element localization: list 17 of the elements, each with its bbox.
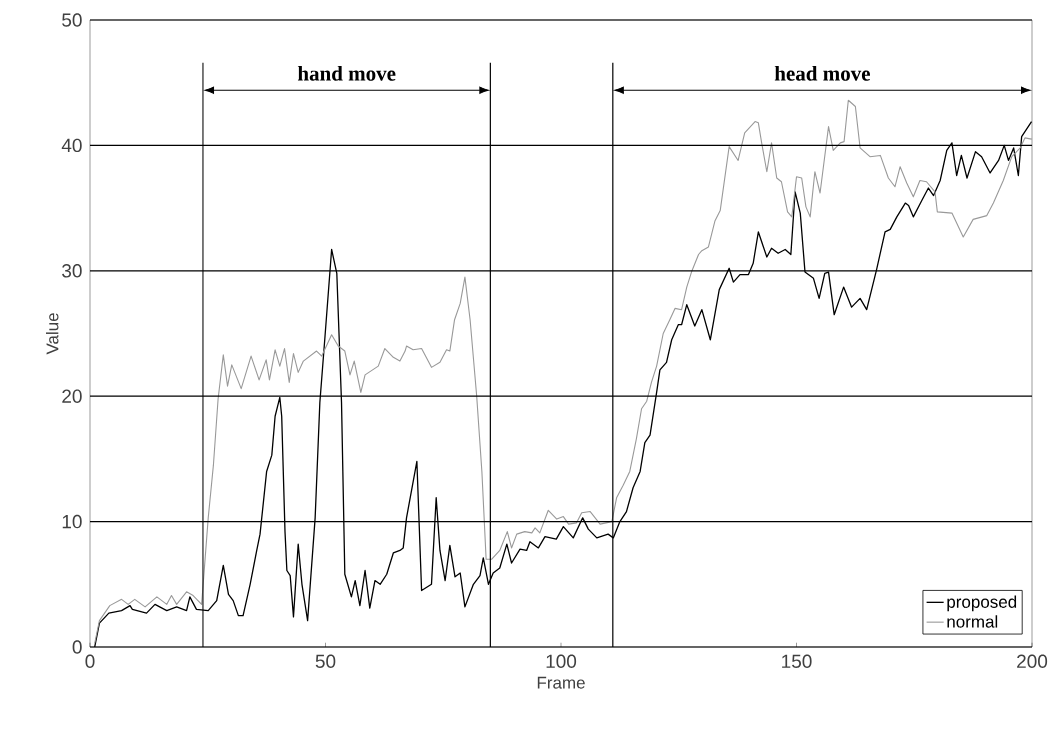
y-tick-label: 50 bbox=[62, 13, 82, 27]
x-tick-label: 150 bbox=[782, 654, 812, 668]
annotation: hand move bbox=[297, 65, 396, 81]
x-tick-label: 50 bbox=[315, 654, 336, 668]
x-axis-title: Frame bbox=[537, 676, 585, 689]
y-tick-label: 40 bbox=[61, 138, 82, 153]
y-tick-label: 30 bbox=[62, 264, 82, 278]
legend-label: normal bbox=[947, 615, 998, 628]
y-tick-label: 0 bbox=[72, 640, 82, 654]
x-tick-label: 100 bbox=[546, 654, 577, 668]
y-tick-label: 20 bbox=[62, 389, 82, 403]
y-axis-title: Value bbox=[45, 313, 59, 355]
y-tick-label: 10 bbox=[62, 514, 82, 529]
legend-label: proposed bbox=[947, 595, 1017, 612]
x-tick-label: 0 bbox=[85, 654, 95, 668]
x-tick-label: 200 bbox=[1017, 654, 1048, 668]
annotation: head move bbox=[774, 65, 870, 81]
